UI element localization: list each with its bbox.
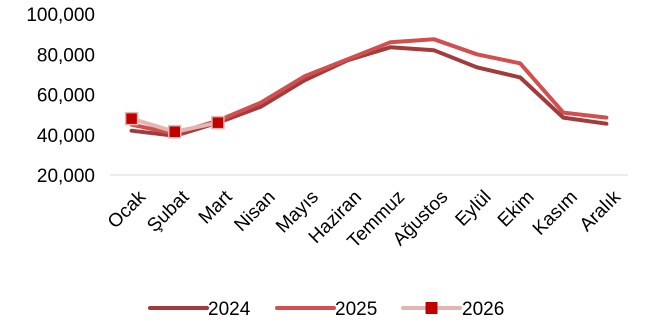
x-tick-label: Eylül [452, 187, 496, 231]
legend-item-2026: 2026 [401, 299, 504, 320]
x-tick-label: Aralık [576, 186, 626, 236]
y-axis-tick-labels: 20,000 40,000 60,000 80,000 100,000 [26, 5, 95, 187]
series-marker-2026 [168, 124, 182, 139]
series-lines [129, 37, 609, 138]
legend-item-2024: 2024 [148, 299, 251, 320]
x-tick-label: Kasım [529, 187, 582, 240]
legend-swatch-marker [425, 302, 438, 314]
y-tick-label: 60,000 [37, 86, 95, 107]
x-tick-label: Şubat [143, 186, 193, 236]
legend-label: 2026 [462, 299, 504, 320]
series-marker-2026 [124, 111, 139, 126]
series-marker-2026 [211, 115, 225, 130]
x-tick-label: Nisan [230, 187, 279, 236]
y-tick-label: 40,000 [37, 126, 95, 147]
series-markers [124, 111, 225, 139]
legend-item-2025: 2025 [275, 299, 377, 320]
series-line-2024 [129, 45, 609, 138]
legend: 2024 2025 2026 [148, 299, 504, 320]
y-tick-label: 80,000 [37, 45, 95, 66]
legend-label: 2024 [208, 299, 251, 320]
y-tick-label: 100,000 [26, 5, 95, 26]
x-tick-label: Ocak [104, 186, 151, 233]
y-tick-label: 20,000 [37, 166, 95, 187]
legend-label: 2025 [335, 299, 377, 320]
